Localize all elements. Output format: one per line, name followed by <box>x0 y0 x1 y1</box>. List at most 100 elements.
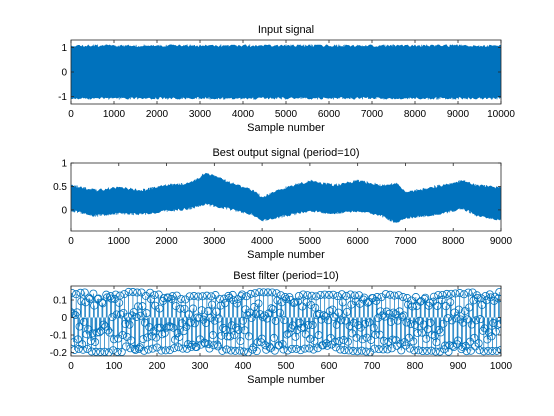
filter-marker <box>152 333 161 342</box>
filter-marker <box>125 320 134 329</box>
filter-marker <box>413 329 422 338</box>
filter-marker <box>242 292 251 301</box>
filter-marker <box>97 298 106 307</box>
filter-marker <box>255 288 264 297</box>
filter-marker <box>71 345 79 354</box>
filter-marker <box>128 288 137 297</box>
filter-marker <box>429 297 438 306</box>
filter-marker <box>246 289 255 298</box>
filter-marker <box>109 346 118 355</box>
filter-marker <box>283 346 292 355</box>
filter-marker <box>78 340 87 349</box>
filter-marker <box>126 344 135 353</box>
plot-area-3 <box>71 287 501 356</box>
filter-marker <box>143 333 152 342</box>
filter-marker <box>437 295 446 304</box>
y-tick-label: 1 <box>61 159 67 170</box>
filter-marker <box>335 337 344 346</box>
filter-marker <box>306 300 315 309</box>
filter-marker <box>340 346 349 355</box>
subplot-1: 0 1000 2000 3000 4000 5000 6000 7000 8000 9000 100… <box>58 24 515 134</box>
filter-marker <box>484 346 493 355</box>
filter-marker <box>134 344 143 353</box>
filter-marker <box>389 308 398 317</box>
filter-marker <box>198 292 207 301</box>
filter-marker <box>448 341 457 350</box>
filter-marker <box>259 288 268 297</box>
filter-marker <box>165 346 174 355</box>
filter-marker <box>150 291 159 300</box>
filter-marker <box>226 332 235 341</box>
x-axis-label: Sample number <box>247 249 325 261</box>
filter-marker <box>333 292 342 301</box>
filter-marker <box>331 343 340 352</box>
filter-marker <box>238 290 247 299</box>
filter-marker <box>95 328 104 337</box>
x-tick-label: 2000 <box>146 109 169 120</box>
y-tick-label: -1 <box>58 92 67 103</box>
filter-marker <box>379 345 388 354</box>
filter-marker <box>376 307 385 316</box>
filter-marker <box>446 298 455 307</box>
filter-marker <box>122 342 131 351</box>
filter-marker <box>417 328 426 337</box>
filter-marker <box>324 290 333 299</box>
filter-marker <box>305 344 314 353</box>
filter-marker <box>184 310 193 319</box>
x-tick-label: 900 <box>450 361 467 372</box>
x-tick-label: 6000 <box>318 109 341 120</box>
filter-marker <box>226 346 235 355</box>
filter-marker <box>294 297 303 306</box>
filter-marker <box>275 341 284 350</box>
filter-marker <box>218 346 227 355</box>
filter-marker <box>139 335 148 344</box>
filter-marker <box>111 290 120 299</box>
filter-marker <box>394 291 403 300</box>
filter-marker <box>450 308 459 317</box>
filter-marker <box>86 337 95 346</box>
filter-marker <box>251 289 260 298</box>
filter-marker <box>460 290 469 299</box>
filter-marker <box>370 344 379 353</box>
filter-marker <box>385 309 394 318</box>
filter-marker <box>377 293 386 302</box>
filter-marker <box>123 312 132 321</box>
filter-marker <box>400 338 409 347</box>
signal-band <box>71 44 501 100</box>
filter-marker <box>487 332 496 341</box>
filter-marker <box>275 308 284 317</box>
filter-marker <box>386 290 395 299</box>
filter-marker <box>144 345 153 354</box>
filter-marker <box>439 319 448 328</box>
filter-marker <box>312 292 321 301</box>
filter-marker <box>168 292 177 301</box>
axes-frame <box>70 162 502 232</box>
filter-marker <box>292 344 301 353</box>
filter-marker <box>373 293 382 302</box>
x-tick-label: 100 <box>106 361 123 372</box>
filter-marker <box>217 331 226 340</box>
filter-marker <box>76 288 85 297</box>
filter-marker <box>381 290 390 299</box>
filter-marker <box>228 290 237 299</box>
filter-marker <box>121 319 130 328</box>
filter-marker <box>430 331 439 340</box>
filter-marker <box>390 291 399 300</box>
filter-marker <box>147 332 156 341</box>
x-tick-label: 600 <box>321 361 338 372</box>
x-tick-label: 5000 <box>275 109 298 120</box>
filter-marker <box>492 346 501 355</box>
y-tick-label: 0 <box>61 68 67 79</box>
filter-marker <box>177 294 186 303</box>
filter-marker <box>79 345 88 354</box>
filter-marker <box>282 330 291 339</box>
x-axis-label: Sample number <box>247 122 325 134</box>
filter-marker <box>87 347 96 356</box>
filter-marker <box>192 343 201 352</box>
filter-marker <box>308 320 317 329</box>
filter-marker <box>194 292 203 301</box>
y-tick-label: -0.2 <box>50 348 68 359</box>
x-tick-label: 7000 <box>361 109 384 120</box>
x-tick-label: 4000 <box>251 236 274 247</box>
